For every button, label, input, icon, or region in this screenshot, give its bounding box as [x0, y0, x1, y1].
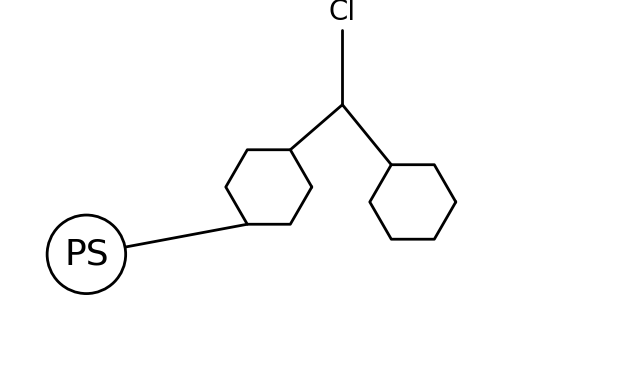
- Text: Cl: Cl: [329, 0, 356, 26]
- Circle shape: [47, 215, 125, 294]
- Text: PS: PS: [64, 237, 109, 271]
